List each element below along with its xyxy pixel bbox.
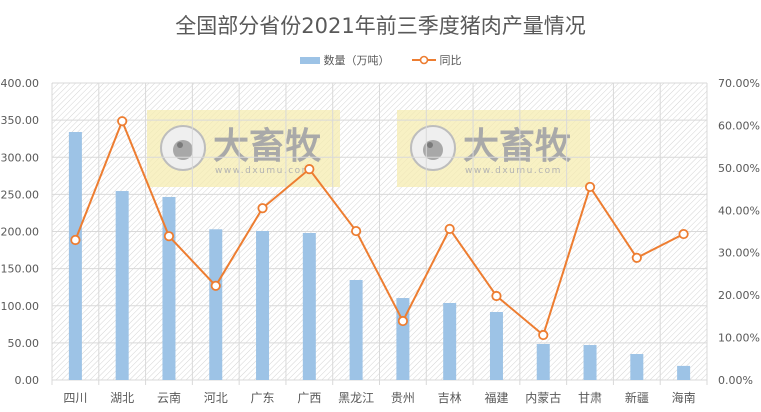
x-axis-label: 湖北 [110, 390, 134, 405]
legend-label-quantity: 数量（万吨） [323, 54, 390, 67]
line-marker-icon [411, 55, 436, 65]
x-axis-label: 广西 [297, 391, 321, 405]
x-axis-label: 云南 [157, 390, 181, 405]
left-axis-tick: 200.00 [1, 226, 40, 239]
legend-item-yoy[interactable]: 同比 [411, 52, 462, 68]
x-axis-label: 四川 [63, 391, 87, 405]
right-axis-tick: 70.00% [718, 77, 760, 90]
bar-云南 [162, 196, 176, 380]
yoy-marker-黑龙江 [351, 225, 362, 237]
bar-广西 [302, 232, 316, 380]
x-axis-label: 贵州 [391, 391, 415, 405]
left-axis-tick: 100.00 [1, 300, 40, 313]
yoy-marker-海南 [678, 228, 689, 240]
bar-海南 [677, 365, 691, 380]
right-axis-tick: 0.00% [718, 374, 753, 387]
yoy-marker-甘肃 [584, 181, 596, 193]
bar-福建 [489, 311, 503, 380]
right-axis-tick: 30.00% [718, 247, 760, 260]
yoy-line [74, 118, 685, 337]
x-axis-label: 吉林 [438, 391, 462, 405]
yoy-marker-吉林 [444, 223, 455, 235]
left-axis-tick: 0.00 [15, 374, 40, 387]
left-axis-tick: 150.00 [1, 263, 40, 276]
bar-新疆 [630, 354, 644, 380]
right-axis-tick: 10.00% [718, 332, 760, 345]
watermark-eye-icon [410, 125, 456, 171]
watermark-brand: 大畜牧 [463, 126, 572, 167]
bar-四川 [68, 132, 82, 380]
bar-甘肃 [583, 345, 597, 380]
plot-background [52, 83, 707, 380]
right-axis-tick: 20.00% [718, 289, 760, 302]
yoy-marker-湖北 [117, 116, 128, 127]
x-axis-label: 黑龙江 [338, 391, 374, 405]
yoy-marker-贵州 [397, 315, 408, 327]
left-axis-tick: 400.00 [1, 77, 40, 90]
yoy-marker-四川 [70, 234, 81, 246]
bar-湖北 [115, 191, 129, 380]
left-axis-tick: 350.00 [1, 114, 40, 127]
yoy-marker-内蒙古 [538, 329, 549, 341]
bar-内蒙古 [536, 343, 550, 380]
left-axis-tick: 300.00 [1, 151, 40, 164]
yoy-marker-新疆 [631, 252, 642, 263]
legend-label-yoy: 同比 [439, 54, 462, 67]
bar-广东 [256, 230, 270, 380]
x-axis-label: 福建 [484, 390, 508, 405]
left-axis-tick: 50.00 [8, 337, 40, 350]
yoy-marker-广西 [304, 164, 315, 175]
chart-title: 全国部分省份2021年前三季度猪肉产量情况 [175, 14, 586, 38]
right-axis-tick: 60.00% [718, 119, 760, 132]
watermark-url: www.dxumu.com [215, 166, 312, 176]
x-axis-label: 广东 [251, 391, 275, 405]
bar-贵州 [396, 298, 410, 380]
right-axis-tick: 40.00% [718, 204, 760, 217]
x-axis-label: 新疆 [625, 390, 649, 405]
bar-series [68, 132, 691, 380]
axes: 0.00 50.00 100.00 150.00 200.00 250.00 300.00 3… [1, 77, 760, 405]
bar-吉林 [443, 303, 457, 380]
x-axis-label: 甘肃 [578, 391, 602, 405]
watermark-url: www.dxumu.com [465, 166, 562, 176]
line-series [70, 116, 689, 341]
yoy-marker-广东 [257, 203, 268, 214]
x-axis-label: 内蒙古 [525, 390, 561, 405]
bar-河北 [209, 229, 223, 380]
legend-item-quantity[interactable]: 数量（万吨） [299, 52, 390, 68]
yoy-marker-云南 [163, 231, 175, 242]
gridlines [51, 82, 708, 385]
yoy-marker-河北 [210, 280, 221, 291]
yoy-marker-福建 [491, 290, 502, 302]
legend: 数量（万吨） 同比 [0, 52, 761, 68]
x-axis-label: 海南 [672, 390, 696, 405]
watermark-eye-icon [160, 125, 206, 171]
watermark-brand: 大畜牧 [213, 126, 322, 167]
x-axis-label: 河北 [204, 391, 228, 405]
left-axis-tick: 250.00 [1, 188, 40, 201]
right-axis-tick: 50.00% [718, 162, 760, 175]
bar-swatch-icon [299, 56, 320, 64]
bar-黑龙江 [349, 279, 363, 380]
